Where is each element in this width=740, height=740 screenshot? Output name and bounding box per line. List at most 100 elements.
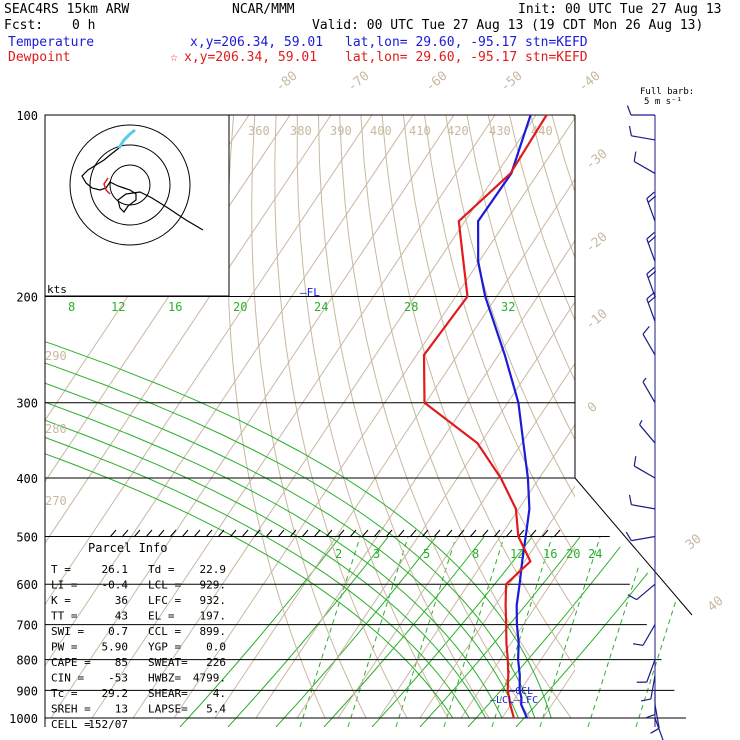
wind-barb (628, 125, 656, 141)
barb-flag (647, 195, 657, 203)
dewpoint-point (513, 717, 515, 719)
parcel-info-cell: Tc = (51, 687, 78, 700)
parcel-info-cell: CCL = (148, 625, 181, 638)
dry-adiabat-line (339, 115, 531, 719)
hatch-mark (169, 529, 177, 538)
hatch-mark (433, 529, 441, 538)
parcel-info-cell: LCL = (148, 579, 181, 592)
wind-barb (626, 105, 655, 116)
isotherm-line (45, 115, 373, 606)
mixing-ratio-label: 16 (168, 300, 182, 314)
model-name: SEAC4RS 15km ARW (4, 2, 130, 17)
barb-staff (650, 675, 656, 700)
barb-staff (636, 583, 656, 601)
hatch-mark (325, 529, 333, 538)
mixing-ratio-label: 24 (588, 547, 602, 561)
parcel-info-cell: TT = (51, 610, 78, 623)
barb-flag (647, 270, 657, 279)
parcel-info-title: Parcel Info (88, 541, 167, 555)
wind-barbs (625, 105, 664, 740)
barb-flag (627, 594, 637, 601)
barb-flag (639, 420, 643, 425)
isotherm-line (542, 669, 575, 719)
moist-adiabat-line-lower (515, 537, 677, 727)
temperature-latlon: lat,lon= 29.60, -95.17 (345, 35, 518, 50)
dewpoint-point (505, 641, 508, 644)
mixing-ratio-line (539, 537, 601, 727)
barb-flag (626, 105, 632, 116)
isotherm-line (296, 301, 575, 719)
parcel-info-cell: LFC = (148, 594, 181, 607)
barb-flag (646, 191, 655, 200)
hatch-mark (277, 529, 285, 538)
hatch-mark (265, 529, 273, 538)
dry-adiabat-line (487, 115, 575, 382)
dry-adiabat-line (360, 115, 572, 719)
isotherm-label: -70 (345, 68, 373, 95)
pressure-tick-label: 1000 (9, 712, 38, 726)
parcel-info-panel: Parcel Info T = 26.1 Td = 22.9 LI = -0.4 LCL =… (51, 541, 227, 731)
hatch-mark (529, 529, 537, 538)
hodograph-trace (81, 147, 204, 231)
barb-flag (640, 698, 651, 702)
parcel-info-cell: SREH = (51, 703, 91, 716)
dry-adiabat-line (572, 115, 575, 123)
theta-label: 430 (489, 124, 511, 138)
hodograph-frame (44, 114, 230, 297)
hatch-mark (385, 529, 393, 538)
hatch-mark (121, 529, 129, 538)
mixing-ratio-label: 2 (335, 547, 342, 561)
parcel-info-cell: PW = (51, 641, 78, 654)
hodograph-ring-2 (89, 144, 171, 226)
hatch-mark (409, 529, 417, 538)
hatch-mark (145, 529, 153, 538)
isotherm-label: 0 (585, 400, 601, 417)
barb-flag (647, 295, 657, 304)
dewpoint-point (476, 442, 479, 444)
dewpoint-point (517, 535, 520, 538)
parcel-info-cell: SHEAR= (148, 687, 188, 700)
temperature-point (518, 583, 521, 586)
barb-flag (628, 494, 632, 505)
mixing-ratio-line (347, 537, 409, 727)
mixing-ratio-label: 12 (510, 547, 524, 561)
isotherm-line (625, 115, 740, 718)
parcel-info-cell: 13 (115, 703, 128, 716)
hodograph-ring-3 (69, 124, 191, 246)
hatch-mark (541, 529, 549, 538)
wind-barb (640, 675, 656, 702)
hatch-mark (133, 529, 141, 538)
wind-barb (650, 704, 660, 734)
isotherm-label: -60 (423, 68, 451, 95)
temperature-point (524, 535, 527, 538)
pressure-tick-label: 200 (16, 291, 38, 305)
barb-staff (646, 659, 656, 683)
parcel-info-cell: 899. (200, 625, 227, 638)
temperature-point (518, 674, 521, 677)
temperature-point (517, 401, 520, 404)
dewpoint-point (506, 689, 509, 692)
parcel-info-cell: SWEAT= (148, 656, 188, 669)
hodograph-upper-level (117, 128, 136, 149)
parcel-info-cell: 0.7 (108, 625, 128, 638)
dry-adiabat-line (274, 115, 408, 719)
hatch-mark (109, 529, 117, 538)
temperature-point (503, 354, 506, 356)
moist-adiabat-line-lower (323, 537, 485, 727)
parcel-info-cell: SWI = (51, 625, 84, 638)
wind-barb (645, 690, 656, 719)
moist-adiabat-line-lower (275, 537, 437, 727)
dewpoint-point (509, 703, 511, 706)
hatch-mark (229, 529, 237, 538)
wind-barb (627, 583, 656, 601)
dewpoint-point (500, 477, 502, 479)
valid-time: Valid: 00 UTC Tue 27 Aug 13 (19 CDT Mon … (312, 18, 704, 33)
barb-staff (642, 624, 656, 646)
parcel-info-cell: 0.0 (206, 641, 226, 654)
parcel-info-cell: CAPE = (51, 656, 91, 669)
isotherm-label: 30 (683, 532, 705, 554)
moist-adiabat-line-lower (179, 537, 341, 727)
dewpoint-point (515, 508, 517, 510)
isotherm-line (337, 362, 575, 719)
mixing-ratio-label: 32 (501, 300, 515, 314)
